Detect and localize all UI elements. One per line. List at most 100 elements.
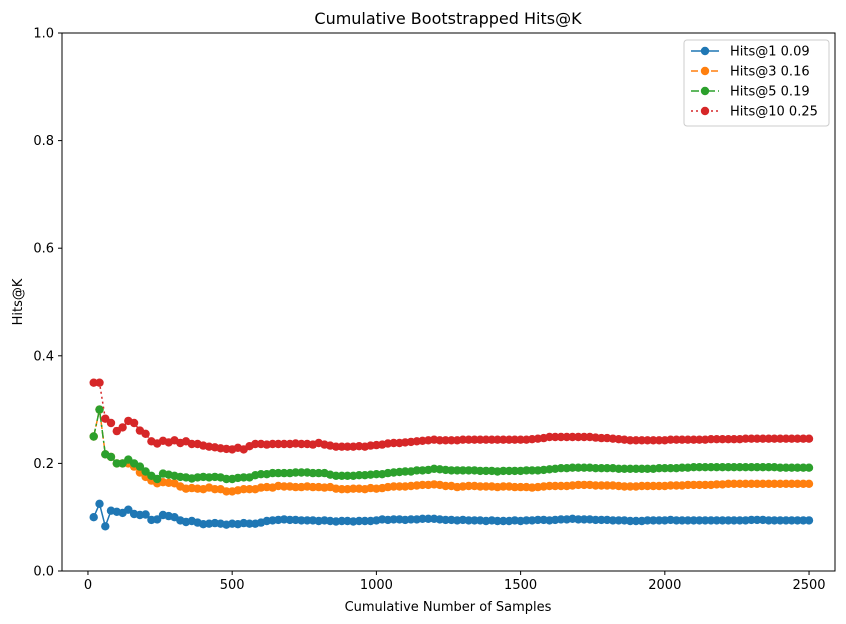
data-point [510, 482, 519, 492]
axes: 0 500 1000 1500 2000 2500 0.0 0.2 0.4 0.6 0.8 1.0 [33, 27, 836, 593]
data-point [712, 480, 721, 489]
data-point [741, 434, 750, 443]
series-3 [89, 405, 814, 484]
x-tick-label: 500 [220, 578, 245, 593]
data-point [793, 434, 802, 443]
data-point [354, 471, 364, 480]
data-point [112, 459, 122, 468]
data-point [649, 436, 658, 445]
data-point [556, 481, 566, 491]
data-point [804, 463, 814, 472]
data-point [787, 516, 796, 525]
x-tick-label: 2500 [792, 578, 825, 593]
data-point [476, 435, 485, 444]
data-point [510, 466, 519, 476]
data-point [602, 481, 612, 490]
data-point [481, 482, 491, 491]
data-point [735, 463, 744, 472]
data-point [643, 516, 652, 525]
data-point [89, 513, 98, 522]
data-point [574, 432, 583, 442]
data-point [787, 463, 796, 472]
data-point [591, 481, 600, 490]
legend-marker [700, 66, 710, 76]
data-point [418, 480, 427, 490]
data-point [118, 423, 127, 432]
data-point [101, 414, 110, 423]
data-point [741, 463, 750, 472]
data-point [608, 516, 618, 525]
series-1 [89, 499, 814, 531]
data-point [135, 462, 145, 471]
data-point [297, 516, 306, 525]
data-point [447, 466, 456, 475]
data-point [499, 466, 508, 476]
data-point [631, 436, 641, 445]
data-point [793, 479, 802, 488]
data-point [741, 479, 750, 488]
x-tick-label: 1500 [504, 578, 537, 593]
data-point [406, 515, 416, 524]
y-tick-label: 0.4 [33, 349, 54, 364]
data-point [631, 516, 641, 526]
data-point [695, 480, 704, 490]
chart-title: Cumulative Bootstrapped Hits@K [314, 9, 582, 28]
data-point [804, 479, 814, 488]
data-point [718, 463, 727, 472]
data-point [274, 439, 283, 449]
data-point [349, 484, 358, 493]
data-point [153, 515, 162, 524]
data-point [620, 482, 629, 491]
data-point [343, 471, 352, 480]
data-point [770, 479, 779, 488]
x-tick-label: 0 [84, 578, 92, 593]
data-point [718, 435, 727, 444]
data-point [447, 436, 456, 445]
data-point [718, 516, 727, 525]
data-point [441, 515, 450, 525]
data-point [89, 432, 98, 441]
data-point [602, 464, 612, 473]
data-point [222, 474, 231, 484]
legend-entry: Hits@10 0.25 [691, 105, 818, 120]
data-point [343, 442, 352, 451]
data-point [464, 516, 473, 525]
data-point [95, 378, 104, 387]
data-point [758, 463, 768, 472]
data-point [695, 463, 704, 472]
data-point [752, 515, 762, 525]
data-point [712, 463, 721, 472]
data-point [256, 470, 266, 479]
data-point [787, 434, 796, 443]
legend-label: Hits@10 0.25 [730, 105, 818, 120]
data-point [729, 435, 739, 444]
data-point [308, 468, 318, 478]
data-point [476, 466, 485, 476]
data-point [752, 463, 762, 472]
data-point [591, 464, 600, 473]
data-point [279, 482, 289, 491]
legend-entry: Hits@5 0.19 [691, 85, 810, 100]
data-point [556, 464, 566, 473]
data-point [683, 435, 693, 444]
data-point [568, 463, 577, 472]
data-point [441, 481, 450, 491]
data-point [701, 480, 710, 490]
data-point [499, 516, 508, 526]
data-point [458, 435, 468, 444]
data-point [354, 516, 364, 526]
data-point [793, 463, 802, 472]
data-point [649, 516, 658, 525]
data-point [591, 515, 600, 525]
data-point [481, 466, 491, 476]
data-point [153, 474, 162, 484]
data-point [239, 485, 248, 494]
data-point [776, 463, 785, 472]
data-point [758, 434, 768, 443]
data-point [556, 515, 566, 524]
data-point [291, 482, 300, 492]
legend: Hits@1 0.09 Hits@3 0.16 Hits@5 0.19 Hits@10… [683, 39, 830, 127]
x-tick-label: 1000 [360, 578, 393, 593]
data-point [574, 480, 583, 490]
data-point [187, 439, 196, 449]
